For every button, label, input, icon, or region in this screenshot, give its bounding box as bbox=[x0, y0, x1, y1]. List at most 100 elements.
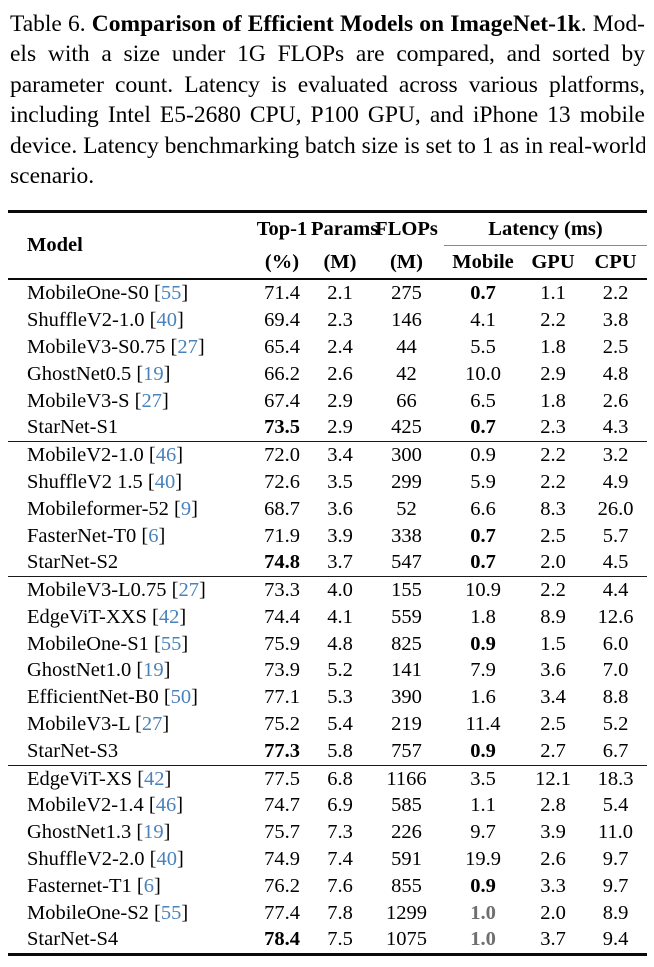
top1-cell: 73.9 bbox=[264, 659, 300, 682]
flops-cell: 42 bbox=[396, 362, 417, 385]
citation-link[interactable]: 40 bbox=[156, 309, 177, 332]
top1-cell: 74.7 bbox=[264, 794, 300, 817]
params-cell: 3.9 bbox=[327, 524, 353, 547]
top1-cell: 73.3 bbox=[264, 579, 300, 602]
table-row: MobileV2-1.4 [46] 74.7 6.9 585 1.1 2.8 5.4 bbox=[8, 793, 647, 820]
citation-link[interactable]: 46 bbox=[155, 794, 177, 817]
citation-link[interactable]: 55 bbox=[160, 282, 182, 305]
top1-cell: 73.5 bbox=[264, 416, 300, 439]
citation-link[interactable]: 9 bbox=[180, 497, 192, 520]
citation-link[interactable]: 55 bbox=[160, 901, 182, 924]
gpu-latency-cell: 3.9 bbox=[540, 821, 566, 844]
table-row: StarNet-S2 74.8 3.7 547 0.7 2.0 4.5 bbox=[8, 549, 647, 576]
model-group-2: MobileV2-1.0 [46] 72.0 3.4 300 0.9 2.2 3.2 Shuf… bbox=[8, 441, 648, 577]
citation-link[interactable]: 27 bbox=[177, 335, 198, 358]
header-top1: Top-1 bbox=[256, 218, 308, 241]
citation-link[interactable]: 27 bbox=[141, 389, 162, 412]
citation-link[interactable]: 50 bbox=[170, 686, 192, 709]
top1-cell: 77.1 bbox=[264, 686, 300, 709]
citation-link[interactable]: 27 bbox=[141, 713, 163, 736]
cpu-latency-cell: 8.9 bbox=[602, 901, 629, 924]
citation-link[interactable]: 46 bbox=[155, 444, 177, 467]
caption-text: including Intel E5-2680 CPU, P100 GPU, a… bbox=[10, 102, 645, 129]
gpu-latency-cell: 2.2 bbox=[540, 444, 566, 467]
mobile-latency-cell: 1.1 bbox=[470, 794, 496, 817]
caption-title-bold: Comparison of Efficient Models on ImageN… bbox=[91, 11, 581, 37]
gpu-latency-cell: 2.5 bbox=[540, 713, 566, 736]
citation-link[interactable]: 55 bbox=[160, 632, 182, 655]
mobile-latency-cell: 0.7 bbox=[470, 524, 496, 547]
table-row: StarNet-S4 78.4 7.5 1075 1.0 3.7 9.4 bbox=[8, 927, 647, 955]
params-cell: 2.4 bbox=[327, 335, 353, 358]
caption-text: els with a size under 1G FLOPs are compa… bbox=[10, 41, 645, 68]
gpu-latency-cell: 2.5 bbox=[540, 524, 566, 547]
cpu-latency-cell: 5.7 bbox=[602, 524, 629, 547]
model-cell: FasterNet-T0 [6] bbox=[27, 524, 166, 547]
table-row: GhostNet1.3 [19] 75.7 7.3 226 9.7 3.9 11.0 bbox=[8, 819, 647, 846]
gpu-latency-cell: 1.5 bbox=[540, 632, 566, 655]
mobile-latency-cell: 1.6 bbox=[470, 686, 496, 709]
mobile-latency-cell: 0.7 bbox=[470, 551, 496, 574]
model-cell: GhostNet1.3 [19] bbox=[27, 821, 171, 844]
cpu-latency-cell: 6.0 bbox=[602, 632, 629, 655]
table-row: StarNet-S1 73.5 2.9 425 0.7 2.3 4.3 bbox=[8, 414, 647, 441]
top1-cell: 69.4 bbox=[264, 309, 300, 332]
flops-cell: 146 bbox=[391, 309, 422, 332]
flops-cell: 591 bbox=[391, 848, 422, 871]
table-row: ShuffleV2-1.0 [40] 69.4 2.3 146 4.1 2.2 3.8 bbox=[8, 307, 647, 334]
flops-cell: 425 bbox=[391, 416, 422, 439]
gpu-latency-cell: 2.8 bbox=[540, 794, 566, 817]
model-cell: Mobileformer-52 [9] bbox=[27, 497, 198, 520]
caption-text: parameter count. Latency is evaluated ac… bbox=[10, 71, 645, 98]
cpu-latency-cell: 9.4 bbox=[602, 928, 629, 951]
gpu-latency-cell: 2.3 bbox=[540, 416, 566, 439]
gpu-latency-cell: 3.3 bbox=[540, 874, 566, 897]
caption-line: device. Latency benchmarking batch size … bbox=[10, 131, 645, 161]
header-params-unit: (M) bbox=[323, 250, 357, 273]
model-cell: ShuffleV2 1.5 [40] bbox=[27, 470, 183, 493]
top1-cell: 72.6 bbox=[264, 470, 300, 493]
header-cpu: CPU bbox=[594, 250, 637, 273]
cpu-latency-cell: 3.2 bbox=[602, 444, 629, 467]
model-cell: MobileV3-L [27] bbox=[27, 713, 170, 736]
gpu-latency-cell: 1.1 bbox=[540, 282, 566, 305]
citation-link[interactable]: 40 bbox=[154, 470, 176, 493]
flops-cell: 855 bbox=[391, 874, 422, 897]
cpu-latency-cell: 26.0 bbox=[597, 497, 634, 520]
top1-cell: 74.4 bbox=[264, 605, 300, 628]
table-row: MobileV3-S [27] 67.4 2.9 66 6.5 1.8 2.6 bbox=[8, 388, 647, 415]
citation-link[interactable]: 19 bbox=[143, 821, 164, 844]
citation-link[interactable]: 19 bbox=[143, 362, 164, 385]
caption-text: Table 6. bbox=[10, 11, 92, 37]
params-cell: 2.9 bbox=[327, 416, 353, 439]
table-row: GhostNet0.5 [19] 66.2 2.6 42 10.0 2.9 4.8 bbox=[8, 361, 647, 388]
params-cell: 6.8 bbox=[327, 767, 353, 790]
citation-link[interactable]: 6 bbox=[143, 874, 154, 897]
mobile-latency-cell: 3.5 bbox=[470, 767, 496, 790]
top1-cell: 77.3 bbox=[264, 739, 300, 762]
flops-cell: 585 bbox=[391, 794, 422, 817]
table-row: Mobileformer-52 [9] 68.7 3.6 52 6.6 8.3 26.0 bbox=[8, 496, 647, 523]
citation-link[interactable]: 42 bbox=[144, 767, 165, 790]
params-cell: 7.4 bbox=[327, 848, 353, 871]
params-cell: 2.3 bbox=[327, 309, 353, 332]
table-row: MobileOne-S2 [55] 77.4 7.8 1299 1.0 2.0 8.9 bbox=[8, 900, 647, 927]
flops-cell: 1166 bbox=[386, 767, 427, 790]
mobile-latency-cell: 10.9 bbox=[465, 579, 501, 602]
citation-link[interactable]: 42 bbox=[158, 605, 180, 628]
caption-line: Table 6. Comparison of Efficient Models … bbox=[10, 9, 645, 39]
citation-link[interactable]: 40 bbox=[156, 848, 177, 871]
header-row-1: Model Top-1 Params FLOPs Latency (ms) bbox=[8, 211, 648, 256]
citation-link[interactable]: 19 bbox=[143, 659, 164, 682]
flops-cell: 66 bbox=[396, 389, 417, 412]
mobile-latency-cell: 0.9 bbox=[470, 632, 496, 655]
params-cell: 2.9 bbox=[327, 389, 353, 412]
params-cell: 7.6 bbox=[327, 874, 353, 897]
top1-cell: 72.0 bbox=[264, 444, 300, 467]
citation-link[interactable]: 6 bbox=[148, 524, 159, 547]
cpu-latency-cell: 8.8 bbox=[602, 686, 629, 709]
top1-cell: 74.8 bbox=[264, 551, 300, 574]
model-cell: StarNet-S3 bbox=[27, 739, 119, 762]
top1-cell: 77.4 bbox=[264, 901, 300, 924]
citation-link[interactable]: 27 bbox=[178, 579, 199, 602]
